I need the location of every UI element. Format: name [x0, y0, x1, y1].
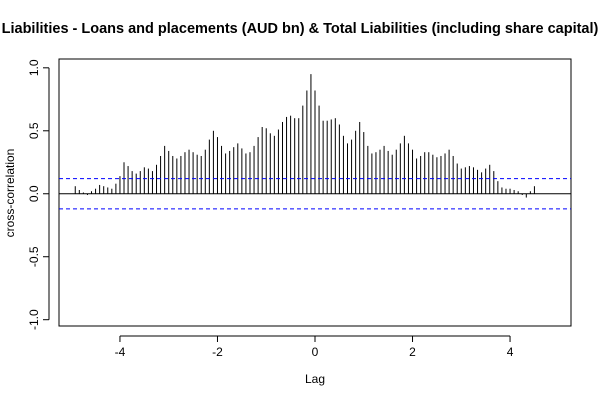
- x-tick-label: -4: [115, 345, 126, 359]
- x-tick-label: 0: [312, 345, 319, 359]
- x-tick-label: -2: [212, 345, 223, 359]
- y-tick-label: 0.0: [27, 185, 41, 202]
- correlation-bars: [74, 74, 535, 198]
- x-axis: -4 -2 0 2 4: [115, 335, 514, 359]
- plot-frame: [58, 58, 572, 327]
- y-axis: -1.0 -0.5 0.0 0.5 1.0: [27, 59, 50, 330]
- x-tick-label: 4: [507, 345, 514, 359]
- y-tick-label: -0.5: [27, 246, 41, 267]
- chart-title: Liabilities - Loans and placements (AUD …: [2, 21, 599, 37]
- x-tick-label: 2: [409, 345, 416, 359]
- y-tick-label: -1.0: [27, 309, 41, 330]
- y-tick-label: 0.5: [27, 122, 41, 139]
- y-tick-label: 1.0: [27, 59, 41, 76]
- y-axis-label: cross-correlation: [3, 149, 17, 238]
- x-axis-label: Lag: [305, 372, 325, 386]
